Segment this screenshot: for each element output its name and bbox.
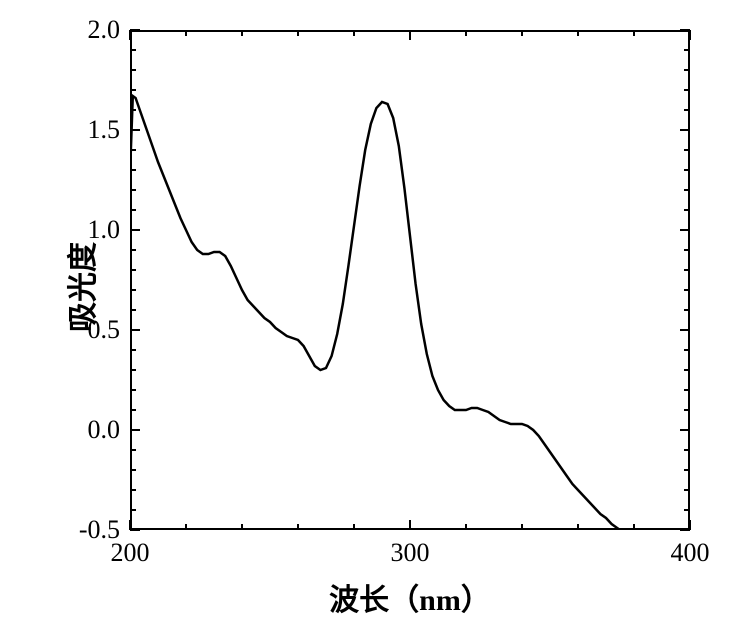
x-axis-label-text: 波长（ — [329, 584, 419, 617]
x-tick-label: 400 — [671, 538, 710, 568]
x-axis-label-unit: nm — [419, 584, 461, 617]
y-tick-label: 2.0 — [88, 15, 121, 45]
y-tick-label: -0.5 — [79, 515, 120, 545]
x-tick-label: 300 — [391, 538, 430, 568]
figure: 200300400 -0.50.00.51.01.52.0 吸光度 波长（nm） — [0, 0, 744, 640]
y-tick-label: 1.5 — [88, 115, 121, 145]
y-tick-label: 0.0 — [88, 415, 121, 445]
x-axis-label: 波长（nm） — [329, 575, 491, 619]
x-axis-label-suffix: ） — [461, 584, 491, 617]
y-axis-label: 吸光度 — [58, 242, 102, 332]
y-tick-label: 1.0 — [88, 215, 121, 245]
